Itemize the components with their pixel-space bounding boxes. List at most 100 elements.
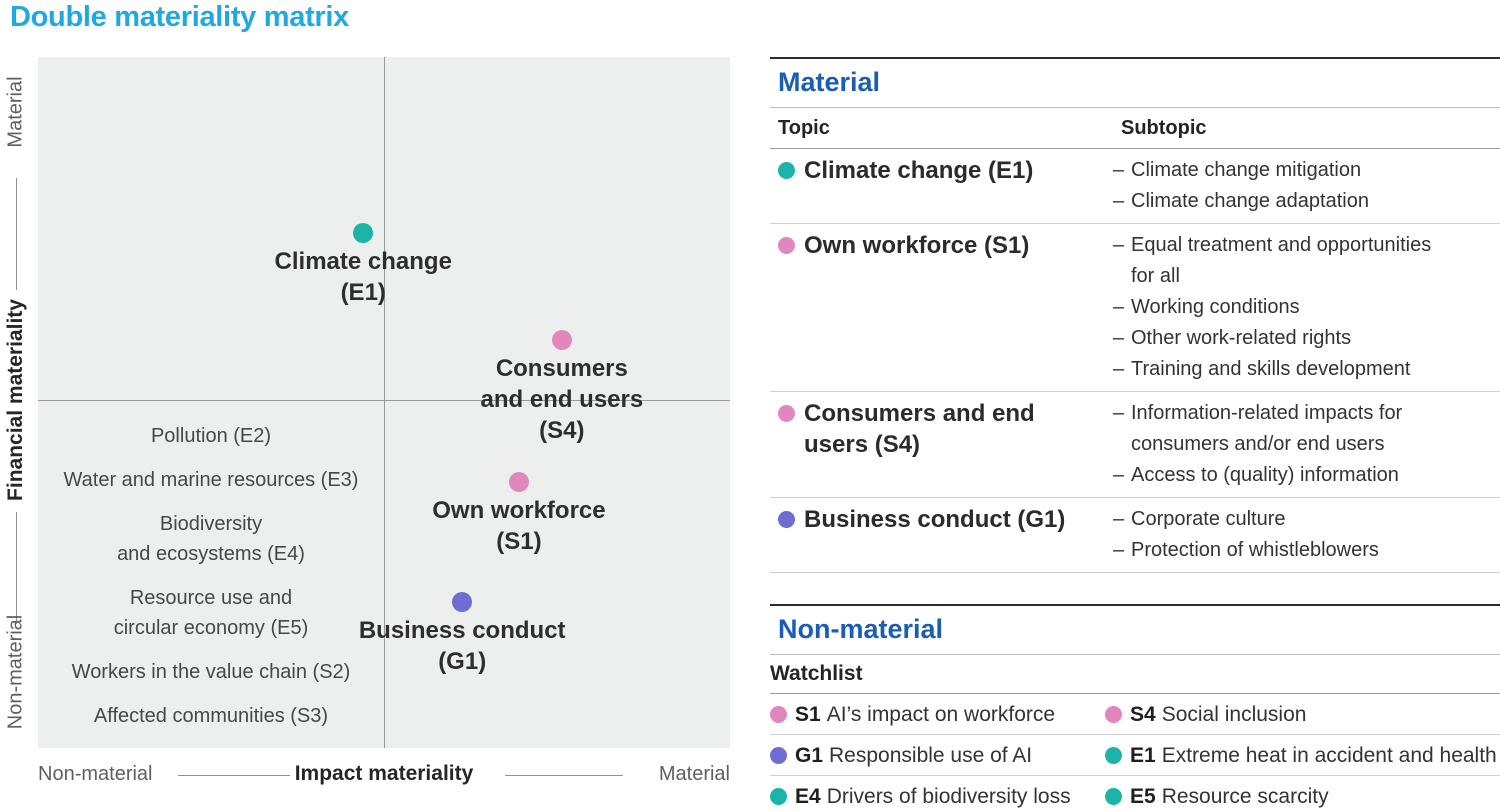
subtopic-text: Other work-related rights	[1131, 327, 1352, 349]
watchlist-text: E4 Drivers of biodiversity loss	[795, 785, 1071, 808]
point-label-line: (E1)	[340, 279, 386, 307]
topic-dot-g1	[778, 511, 795, 528]
matrix-plot: Pollution (E2) Water and marine resources…	[38, 57, 730, 748]
dash-bullet: –	[1113, 190, 1125, 212]
point-label-line: Own workforce	[432, 496, 606, 524]
watchlist-row: G1 Responsible use of AI E1 Extreme heat in…	[770, 735, 1500, 776]
point-label-s4: Consumers and end users (S4)	[397, 353, 727, 446]
subtopic-item: – Protection of whistleblowers	[1113, 535, 1492, 566]
non-material-quadrant-line: Affected communities (S3)	[93, 705, 329, 727]
non-material-quadrant-list: Pollution (E2) Water and marine resources…	[38, 421, 384, 745]
dash-bullet: –	[1113, 464, 1125, 486]
subtopic-item: – Climate change mitigation	[1113, 155, 1492, 186]
watchlist-dot-e5	[1105, 788, 1122, 805]
watchlist-entry-s1: S1 AI’s impact on workforce	[770, 702, 1105, 727]
watchlist-text: S1 AI’s impact on workforce	[795, 703, 1056, 726]
point-label-e1: Climate change (E1)	[198, 246, 528, 308]
material-heading: Material	[770, 59, 1500, 108]
topic-dot-e1	[778, 162, 795, 179]
topic-label: Business conduct (G1)	[804, 506, 1066, 533]
subtopic-text: Information-related impacts for consumer…	[1131, 402, 1403, 455]
topic-dot-s4	[778, 405, 795, 422]
point-label-s1: Own workforce (S1)	[354, 495, 684, 557]
non-material-quadrant-line: Biodiversity	[159, 513, 263, 535]
watchlist-rows: S1 AI’s impact on workforce S4 Social inclu…	[770, 694, 1500, 811]
watchlist-row: S1 AI’s impact on workforce S4 Social inclu…	[770, 694, 1500, 735]
subtopic-item: – Other work-related rights	[1113, 323, 1492, 354]
subtopic-item: – Corporate culture	[1113, 504, 1492, 535]
watchlist-row: E4 Drivers of biodiversity loss E5 Resource…	[770, 776, 1500, 811]
x-axis-left-label: Non-material	[38, 763, 153, 785]
material-row-g1: Business conduct (G1) – Corporate culture –…	[770, 498, 1500, 573]
watchlist-entry-e5: E5 Resource scarcity	[1105, 784, 1500, 809]
point-dot-s4	[551, 330, 572, 351]
subtopic-item: – Access to (quality) information	[1113, 460, 1492, 491]
material-section: Material Topic Subtopic Climate change (…	[770, 57, 1500, 573]
watchlist-entry-e4: E4 Drivers of biodiversity loss	[770, 784, 1105, 809]
material-column-headers: Topic Subtopic	[770, 108, 1500, 149]
non-material-quadrant-item: Biodiversity and ecosystems (E4)	[38, 509, 384, 569]
point-label-line: Consumers	[495, 355, 628, 383]
subtopic-cell: – Equal treatment and opportunities for a…	[1113, 230, 1500, 385]
watchlist-code: G1	[795, 744, 824, 767]
non-material-quadrant-item: Pollution (E2)	[38, 421, 384, 451]
dash-bullet: –	[1113, 402, 1125, 424]
watchlist-text: G1 Responsible use of AI	[795, 744, 1033, 767]
subtopic-item: – Climate change adaptation	[1113, 186, 1492, 217]
page-title: Double materiality matrix	[10, 1, 349, 33]
subtopic-cell: – Corporate culture – Protection of whistle…	[1113, 504, 1500, 566]
watchlist-entry-g1: G1 Responsible use of AI	[770, 743, 1105, 768]
x-axis-line-right	[505, 775, 623, 776]
point-label-line: (G1)	[438, 648, 487, 676]
watchlist-dot-s4	[1105, 706, 1122, 723]
point-label-line: Climate change	[274, 248, 452, 276]
watchlist-dot-e1	[1105, 747, 1122, 764]
material-row-s4: Consumers and end users (S4) – Information…	[770, 392, 1500, 498]
subtopic-text: Working conditions	[1131, 296, 1300, 318]
watchlist-dot-g1	[770, 747, 787, 764]
dash-bullet: –	[1113, 296, 1125, 318]
point-label-line: and end users	[480, 386, 644, 414]
quadrant-divider-vertical	[384, 57, 385, 748]
subtopic-item: – Information-related impacts for consume…	[1113, 398, 1492, 460]
watchlist-code: S1	[795, 703, 821, 726]
subtopic-text: Access to (quality) information	[1131, 464, 1399, 486]
dash-bullet: –	[1113, 159, 1125, 181]
watchlist-code: E4	[795, 785, 821, 808]
watchlist-code: E5	[1130, 785, 1156, 808]
y-axis-label: Financial materiality	[4, 299, 27, 501]
non-material-quadrant-item: Workers in the value chain (S2)	[38, 657, 384, 687]
y-axis-line-top	[16, 178, 17, 290]
non-material-quadrant-item: Affected communities (S3)	[38, 701, 384, 731]
watchlist-dot-s1	[770, 706, 787, 723]
subtopic-text: Corporate culture	[1131, 508, 1286, 530]
subtopic-item: – Training and skills development	[1113, 354, 1492, 385]
non-material-quadrant-item: Water and marine resources (E3)	[38, 465, 384, 495]
watchlist-text: E5 Resource scarcity	[1130, 785, 1329, 808]
point-dot-g1	[452, 592, 473, 613]
x-axis-label: Impact materiality	[294, 762, 474, 785]
subtopic-text: Climate change adaptation	[1131, 190, 1369, 212]
non-material-quadrant-line: and ecosystems (E4)	[117, 543, 305, 565]
subtopic-text: Training and skills development	[1131, 358, 1411, 380]
non-material-quadrant-line: Water and marine resources (E3)	[63, 469, 359, 491]
point-label-line: (S4)	[539, 417, 585, 445]
material-row-s1: Own workforce (S1) – Equal treatment and o…	[770, 224, 1500, 392]
quadrant-divider-horizontal	[38, 400, 730, 401]
watchlist-code: S4	[1130, 703, 1156, 726]
watchlist-text: E1 Extreme heat in accident and health	[1130, 744, 1497, 767]
non-material-heading: Non-material	[770, 606, 1500, 655]
topic-label: Own workforce (S1)	[804, 232, 1030, 259]
subtopic-item: – Working conditions	[1113, 292, 1492, 323]
column-header-topic: Topic	[778, 117, 830, 139]
watchlist-text: S4 Social inclusion	[1130, 703, 1307, 726]
watchlist-code: E1	[1130, 744, 1156, 767]
topic-cell: Consumers and end users (S4)	[770, 398, 1113, 491]
topic-cell: Climate change (E1)	[770, 155, 1113, 217]
x-axis-right-label: Material	[658, 763, 730, 785]
y-axis-line-bottom	[16, 512, 17, 624]
topic-label: Consumers and end users (S4)	[804, 400, 1035, 458]
point-dot-s1	[508, 471, 529, 492]
dash-bullet: –	[1113, 327, 1125, 349]
